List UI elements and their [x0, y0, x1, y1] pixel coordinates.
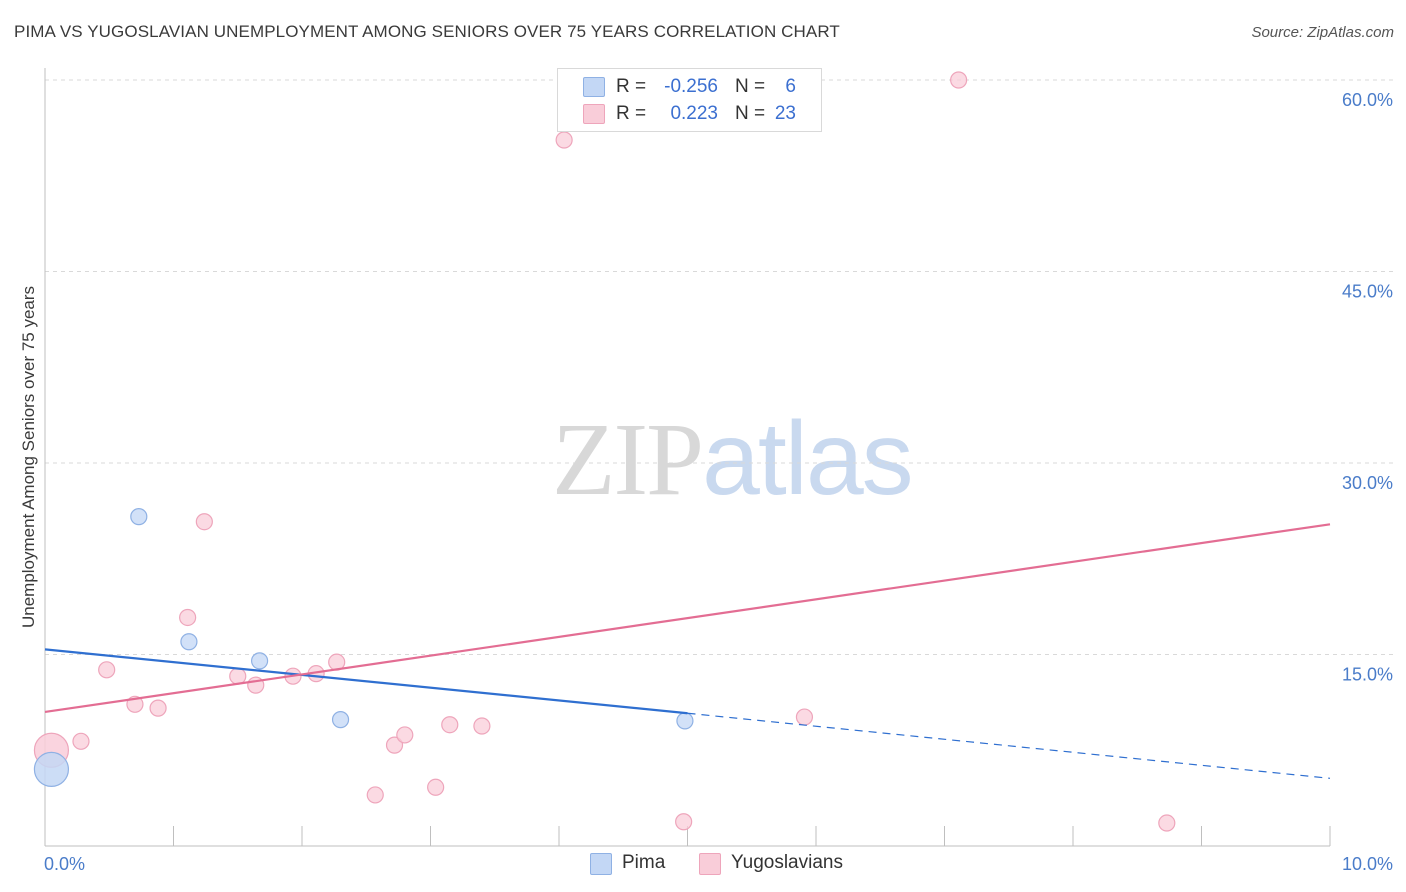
pima-trend-extension: [687, 712, 1331, 779]
legend-n-value-pima: 6: [785, 76, 796, 97]
yugoslavians-point: [149, 699, 167, 717]
watermark-zip: ZIP: [552, 402, 704, 517]
series-legend: Pima Yugoslavians: [0, 852, 1406, 878]
pima-point: [331, 711, 350, 729]
tick-labels: 15.0% 30.0% 45.0% 60.0% 0.0% 10.0%: [44, 90, 1393, 874]
legend-r-label: R =: [616, 103, 647, 124]
yugoslavians-point: [795, 708, 814, 726]
y-axis-label: Unemployment Among Seniors over 75 years: [19, 286, 38, 628]
pima-point: [250, 652, 269, 670]
yugoslavians-point: [441, 716, 459, 734]
legend-row-yugoslavians: R = 0.223 N = 23: [558, 101, 821, 127]
correlation-legend: R = -0.256 N = 6 R = 0.223 N = 23: [557, 68, 822, 132]
pima-point: [33, 751, 70, 788]
yugoslavians-point: [555, 131, 573, 149]
yugoslavians-point: [1158, 814, 1176, 832]
source-credit: Source: ZipAtlas.com: [1251, 24, 1394, 41]
data-points: [33, 71, 1176, 832]
legend-n-value-yugoslavians: 23: [774, 103, 796, 124]
y-tick-label: 60.0%: [1342, 90, 1393, 110]
yugoslavians-point: [72, 732, 90, 750]
chart-title: PIMA VS YUGOSLAVIAN UNEMPLOYMENT AMONG S…: [14, 22, 840, 41]
legend-r-value-yugoslavians: 0.223: [670, 103, 718, 124]
pima-point: [676, 712, 694, 730]
legend-row-pima: R = -0.256 N = 6: [558, 74, 821, 100]
yugoslavians-point: [366, 786, 384, 804]
legend-n-label: N =: [735, 76, 766, 97]
watermark-atlas: atlas: [702, 401, 914, 517]
legend-r-value-pima: -0.256: [664, 76, 718, 97]
pima-point: [180, 633, 198, 651]
legend-n-label: N =: [735, 103, 766, 124]
yugoslavians-point: [229, 667, 247, 685]
y-tick-label: 45.0%: [1342, 282, 1393, 302]
yugoslavians-point: [179, 608, 197, 627]
yugoslavians-point: [195, 513, 213, 531]
gridlines: [45, 79, 1393, 655]
axes: [44, 68, 1331, 847]
yugoslavians-point: [396, 726, 414, 744]
yugoslavians-legend-label: Yugoslavians: [731, 852, 843, 873]
yugoslavians-point: [950, 71, 968, 89]
yugoslavians-swatch: [583, 104, 605, 124]
y-tick-label: 30.0%: [1342, 473, 1393, 493]
x-tick-label: 0.0%: [44, 854, 85, 874]
yugoslavians-point: [385, 736, 404, 754]
yugoslavians-point: [473, 717, 491, 735]
x-tick-label: 10.0%: [1342, 854, 1393, 874]
trend-lines: [44, 523, 1331, 779]
yugoslavians-trend-line: [44, 523, 1331, 714]
pima-swatch: [583, 77, 605, 97]
yugoslavians-point: [98, 661, 116, 679]
yugoslavians-point: [427, 778, 445, 796]
pima-legend-swatch: [590, 853, 612, 875]
yugoslavians-point: [675, 813, 693, 831]
legend-r-label: R =: [616, 76, 647, 97]
yugoslavians-legend-swatch: [699, 853, 721, 875]
pima-trend-line: [44, 648, 688, 715]
pima-legend-label: Pima: [622, 852, 666, 873]
pima-point: [130, 508, 148, 526]
zipatlas-watermark: ZIPatlas: [552, 400, 914, 519]
y-tick-label: 15.0%: [1342, 665, 1393, 685]
